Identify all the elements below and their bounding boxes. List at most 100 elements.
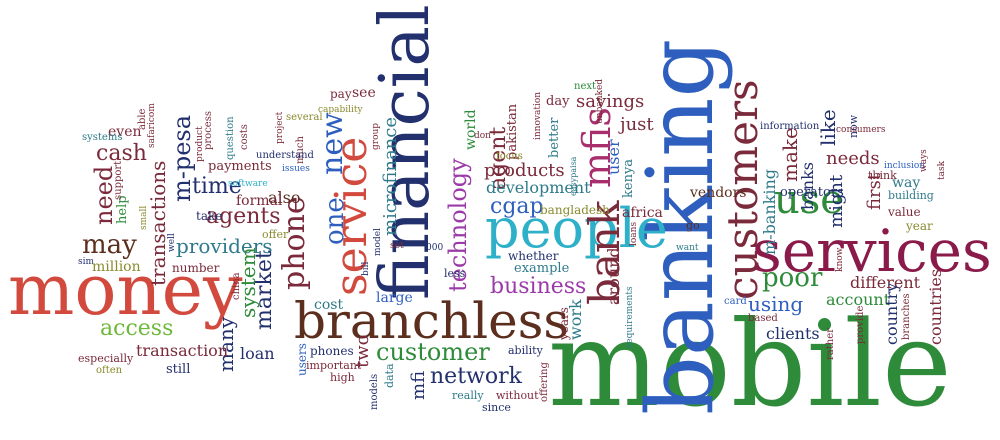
word-innovation: innovation (533, 91, 543, 140)
word-kenya: kenya (621, 158, 636, 198)
word-africa: africa (622, 205, 663, 221)
word-set: set (390, 241, 404, 251)
word-unbanked: unbanked (595, 78, 605, 124)
word-since: since (482, 401, 511, 414)
word-consumers: consumers (836, 125, 886, 135)
word-using: using (748, 292, 804, 316)
word-cost: cost (314, 297, 344, 313)
word-models: models (369, 373, 380, 410)
word-value: value (888, 205, 921, 219)
word-bill: bill (361, 261, 371, 276)
word-especially: especially (78, 352, 134, 365)
word-customer: customer (376, 338, 490, 366)
word-task: task (937, 160, 947, 180)
word-cgap: cgap (490, 194, 544, 219)
word-several: several (286, 112, 323, 123)
word-process: process (203, 111, 214, 150)
word-easypaisa: easypaisa (569, 156, 578, 196)
word-business: business (490, 274, 587, 299)
word-bangladesh: bangladesh (540, 203, 610, 217)
word-example: example (514, 261, 570, 276)
word-like: like (816, 109, 840, 146)
word-products: products (484, 160, 565, 181)
word-want: want (676, 243, 699, 253)
word-people: people (485, 197, 668, 260)
word-don: don (474, 131, 491, 141)
word-ability: ability (508, 344, 543, 357)
word-mfi: mfi (408, 370, 429, 400)
word-model: model (373, 228, 383, 256)
word-access: access (100, 316, 174, 341)
word-see: see (352, 85, 376, 101)
word-information: information (760, 121, 820, 132)
word-years: years (557, 307, 571, 340)
word-really: really (452, 389, 484, 402)
word-project: project (275, 111, 285, 144)
word-microfinance: microfinance (380, 116, 401, 236)
word-high: high (330, 371, 355, 384)
word-pay: pay (330, 87, 352, 101)
word-m-pesa: m-pesa (168, 114, 196, 202)
word-may: may (82, 230, 137, 260)
word-branches: branches (901, 293, 912, 340)
word-issues: issues (282, 164, 310, 174)
word-china: china (231, 272, 242, 300)
word-focus: focus (496, 151, 523, 162)
word-day: day (546, 94, 570, 109)
word-money: money (8, 249, 243, 331)
word-without: without (496, 389, 539, 402)
word-different: different (850, 273, 921, 292)
word-savings: savings (576, 91, 645, 112)
word-time: time (192, 174, 242, 199)
word-transactions: transactions (146, 160, 170, 286)
word-vendors: vendors (690, 185, 747, 201)
word-still: still (166, 362, 191, 377)
word-number: number (172, 261, 220, 275)
word-small: small (139, 205, 149, 230)
word-branchless: branchless (294, 292, 570, 350)
word-loans: loans (629, 221, 639, 246)
word-network: network (430, 364, 522, 389)
word-card: card (724, 296, 747, 307)
word-use: use (774, 177, 844, 223)
word-costs: costs (239, 124, 250, 150)
word-phones: phones (310, 344, 354, 358)
word-based: based (748, 313, 778, 324)
word-think: think (868, 169, 897, 182)
word-account: account (826, 290, 891, 309)
word-provide: provide (855, 305, 866, 344)
word-million: million (92, 259, 141, 275)
word-providers: providers (176, 234, 273, 258)
word-operators: operators (780, 185, 844, 200)
word-around: around (604, 247, 623, 305)
word-important: important (306, 359, 362, 372)
word-world: world (463, 109, 479, 150)
word-support: support (113, 160, 124, 200)
word-loan: loan (240, 344, 275, 363)
word-way: way (892, 175, 921, 191)
word-take: take (196, 209, 223, 223)
word-rather: rather (825, 328, 836, 360)
word-understand: understand (256, 150, 314, 161)
word-transaction: transaction (136, 341, 229, 360)
word-whether: whether (508, 249, 559, 263)
word-software: software (228, 179, 268, 189)
word-offering: offering (539, 362, 550, 402)
word-user: user (604, 139, 623, 175)
word-payments: payments (208, 159, 272, 174)
word-less: less (444, 267, 466, 280)
word-clients: clients (766, 324, 820, 343)
word-next: next (574, 81, 597, 92)
word-just: just (620, 114, 654, 135)
word-000: 000 (426, 243, 444, 253)
word-agents: agents (206, 204, 281, 229)
word-might: might (826, 174, 847, 228)
word-formal: formal (236, 193, 283, 209)
word-year: year (906, 219, 933, 233)
word-one: one (320, 197, 350, 245)
word-country: country (882, 282, 901, 345)
word-ways: ways (919, 149, 929, 172)
word-inclusion: inclusion (884, 161, 926, 171)
word-building: building (888, 189, 934, 202)
word-safaricom: safaricom (147, 103, 157, 148)
